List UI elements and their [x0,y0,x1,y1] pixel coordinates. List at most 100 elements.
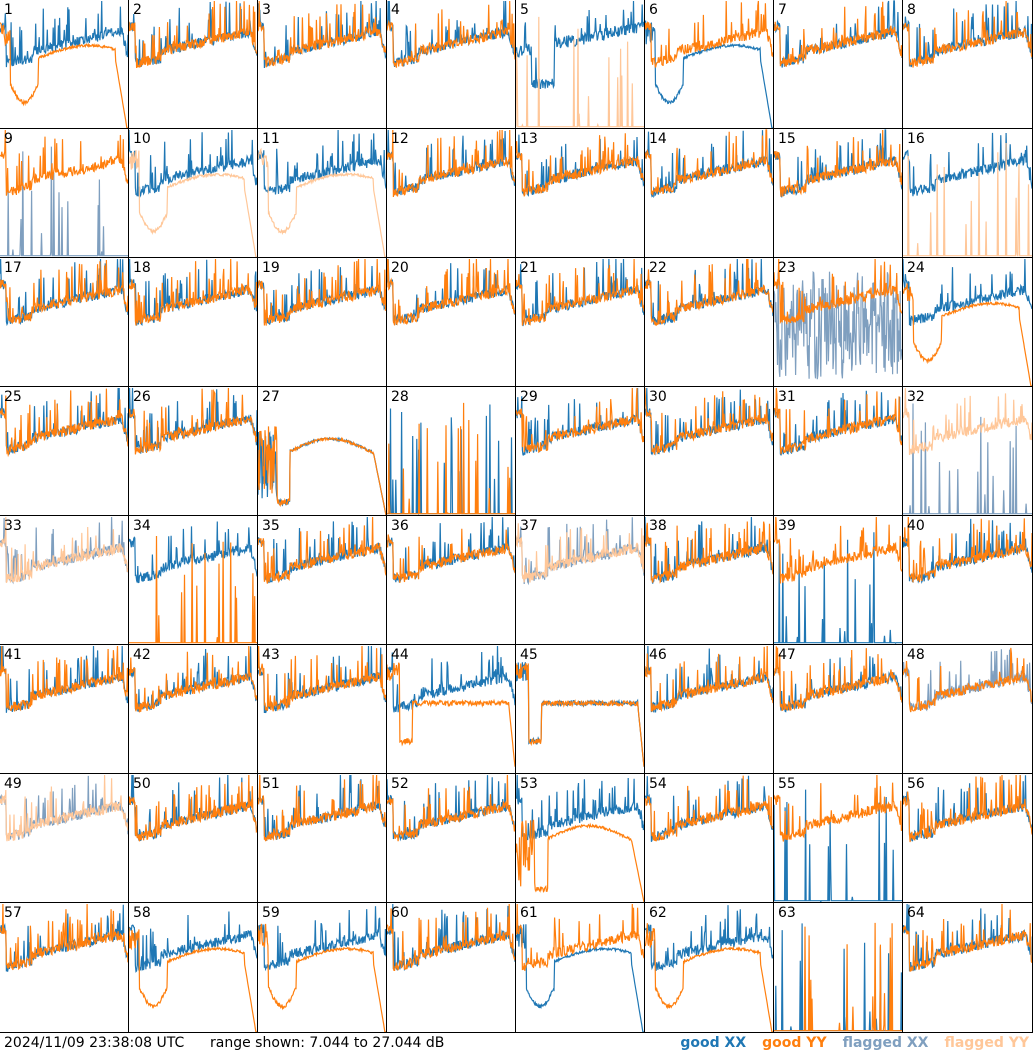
panel-61-plot [516,903,644,1032]
panel-3-number: 3 [262,2,271,18]
panel-34-plot [129,521,257,644]
panel-24: 24 [903,258,1033,387]
panel-40-plot [903,516,1032,584]
panel-53: 53 [516,774,645,903]
panel-57-plot [0,903,128,972]
legend-good-yy: good YY [762,1035,827,1051]
panel-56-number: 56 [907,776,925,792]
panel-56: 56 [903,774,1033,903]
panel-39-xx-line [774,532,902,644]
panel-20-yy-line [387,258,515,326]
panel-27-yy-line [258,426,386,515]
panel-11: 11 [258,129,387,258]
panel-34-xx-line [129,521,257,584]
panel-20-number: 20 [391,260,409,276]
panel-21-yy-line [516,258,644,326]
panel-22-plot [645,258,773,327]
panel-21-number: 21 [520,260,538,276]
panel-46-yy-line [645,645,773,713]
panel-13-number: 13 [520,131,538,147]
panel-40-xx-line [903,518,1032,584]
panel-60-plot [387,903,515,972]
panel-31-number: 31 [778,389,796,405]
panel-55-number: 55 [778,776,796,792]
panel-18: 18 [129,258,258,387]
panel-49-plot [0,774,128,842]
panel-6: 6 [645,0,774,129]
panel-36-yy-line [387,528,515,583]
panel-60-yy-line [387,903,515,972]
panel-4-number: 4 [391,2,400,18]
panel-26-number: 26 [133,389,151,405]
panel-41-yy-line [0,645,128,712]
panel-54-number: 54 [649,776,667,792]
panel-49: 49 [0,774,129,903]
panel-26-yy-line [129,387,257,455]
panel-2: 2 [129,0,258,129]
panel-52: 52 [387,774,516,903]
panel-33-plot [0,516,128,585]
panel-30-number: 30 [649,389,667,405]
panel-42-yy-line [129,645,257,713]
panel-51-plot [258,774,386,842]
panel-34-yy-line [129,535,257,644]
panel-47-yy-line [774,646,902,712]
panel-16: 16 [903,129,1033,258]
panel-4: 4 [387,0,516,129]
panel-39-yy-line [774,516,902,584]
panel-28-xx-line [387,404,515,515]
panel-16-number: 16 [907,131,925,147]
panel-63-yy-line [774,922,902,1032]
panel-35: 35 [258,516,387,645]
panel-1-xx-line [0,0,128,68]
panel-32-number: 32 [907,389,925,405]
panel-18-yy-line [129,258,257,326]
panel-51-number: 51 [262,776,280,792]
panel-64-yy-line [903,903,1032,972]
panel-4-yy-line [387,0,515,68]
panel-16-plot [903,132,1032,257]
panel-35-yy-line [258,516,386,584]
panel-20: 20 [387,258,516,387]
footer: 2024/11/09 23:38:08 UTC range shown: 7.0… [0,1033,1033,1053]
panel-55-plot [774,774,902,902]
panel-3-plot [258,0,386,69]
panel-19-number: 19 [262,260,280,276]
panel-44-xx-line [387,645,515,713]
panel-11-xx-line [258,129,386,195]
panel-58-yy-line [129,927,257,1032]
panel-15: 15 [774,129,903,258]
legend: good XX good YY flagged XX flagged YY [680,1033,1029,1053]
panel-33-number: 33 [4,518,22,534]
panel-37-number: 37 [520,518,538,534]
panel-17-number: 17 [4,260,22,276]
panel-37-plot [516,517,644,586]
panel-25: 25 [0,387,129,516]
panel-43-plot [258,645,386,714]
panel-11-number: 11 [262,131,280,147]
panel-21: 21 [516,258,645,387]
panel-61: 61 [516,903,645,1033]
panel-11-plot [258,129,386,257]
panel-29-xx-line [516,387,644,456]
panel-58: 58 [129,903,258,1033]
panel-18-plot [129,258,257,326]
panel-35-plot [258,516,386,584]
panel-12-number: 12 [391,131,409,147]
panel-5-plot [516,0,644,128]
panel-16-xx-line [903,132,1032,197]
panel-62-xx-line [645,905,773,971]
panel-45: 45 [516,645,645,774]
panel-23-yy-line [774,258,902,325]
panel-53-number: 53 [520,776,538,792]
panel-21-plot [516,258,644,327]
panel-8-plot [903,0,1032,68]
panel-6-xx-line [645,20,773,128]
panel-50: 50 [129,774,258,903]
panel-63-number: 63 [778,905,796,921]
panel-23-xx-line [774,270,902,380]
panel-40: 40 [903,516,1033,645]
panel-14-number: 14 [649,131,667,147]
panel-44-plot [387,645,515,767]
